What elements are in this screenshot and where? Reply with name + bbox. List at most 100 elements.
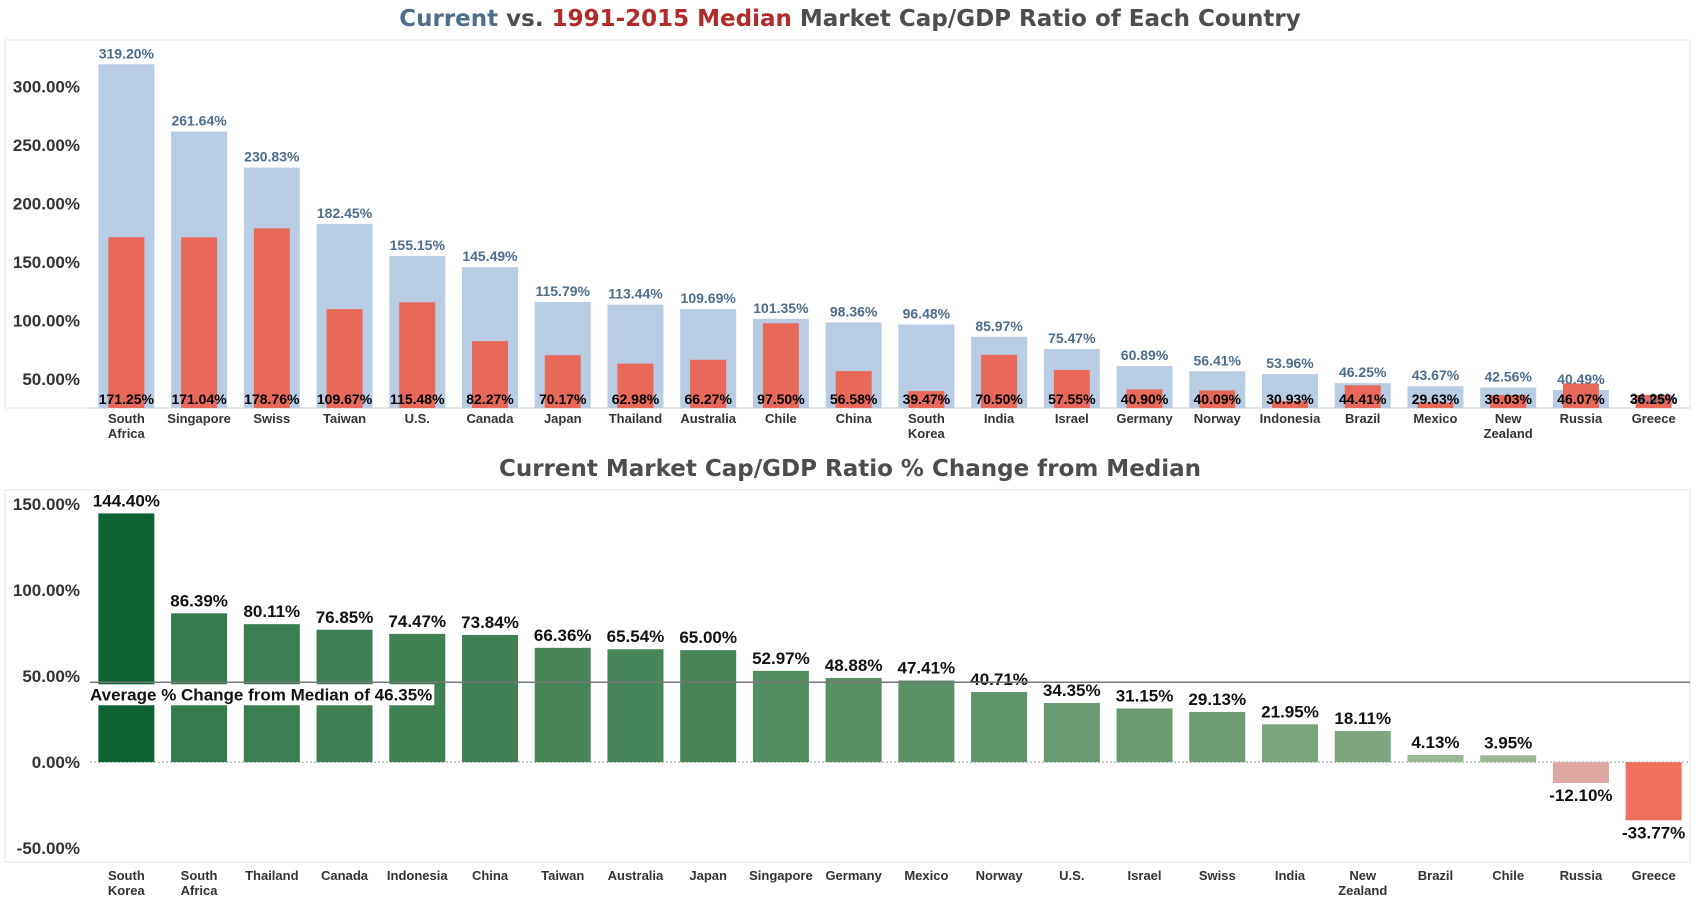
- median-value-label-germany: 40.90%: [1121, 391, 1169, 407]
- category-label-thailand: Thailand: [609, 411, 663, 426]
- median-value-label-russia: 46.07%: [1557, 391, 1605, 407]
- median-bar-japan: [544, 355, 581, 408]
- y-tick-label: 50.00%: [22, 370, 80, 389]
- change-value-label-south-africa: 86.39%: [170, 591, 228, 610]
- title-median-word: 1991-2015 Median: [551, 6, 792, 32]
- median-bar-china: [835, 371, 872, 408]
- change-value-label-norway: 40.71%: [970, 670, 1028, 689]
- median-value-label-japan: 70.17%: [539, 391, 587, 407]
- y-tick-label: 150.00%: [13, 495, 80, 514]
- change-bar-mexico: [898, 680, 955, 763]
- category-label-germany: Germany: [825, 868, 882, 883]
- median-bar-india: [981, 354, 1018, 408]
- category-label-new-zealand: New: [1349, 868, 1377, 883]
- median-value-label-china: 56.58%: [830, 391, 878, 407]
- current-value-label-japan: 115.79%: [535, 283, 590, 299]
- y-tick-label: 300.00%: [13, 78, 80, 97]
- change-bar-chart: -50.00% 0.00% 50.00% 100.00% 150.00% 144.40% S…: [4, 489, 1691, 898]
- median-value-label-chile: 97.50%: [757, 391, 805, 407]
- change-bar-australia: [607, 649, 664, 763]
- change-value-label-taiwan: 66.36%: [534, 626, 592, 645]
- category-label-israel: Israel: [1128, 868, 1162, 883]
- y-tick-label: 250.00%: [13, 136, 80, 155]
- change-bar-swiss: [1189, 711, 1246, 763]
- median-bar-new-zealand: [1490, 395, 1527, 408]
- category-label-taiwan: Taiwan: [323, 411, 366, 426]
- category-label-russia: Russia: [1560, 868, 1603, 883]
- category-label-brazil: Brazil: [1418, 868, 1453, 883]
- category-label-thailand: Thailand: [245, 868, 299, 883]
- change-value-label-singapore: 52.97%: [752, 649, 810, 668]
- current-value-label-norway: 56.41%: [1194, 352, 1242, 368]
- median-bar-germany: [1126, 389, 1163, 408]
- median-bar-canada: [472, 341, 508, 408]
- category-label-chile: Chile: [1492, 868, 1524, 883]
- current-value-label-taiwan: 182.45%: [317, 205, 373, 221]
- title-vs-word: vs.: [498, 6, 552, 32]
- average-reference-label-background: [88, 684, 435, 706]
- category-label-norway: Norway: [976, 868, 1024, 883]
- median-bar-israel: [1053, 369, 1090, 408]
- median-value-label-mexico: 29.63%: [1412, 391, 1460, 407]
- category-label-brazil: Brazil: [1345, 411, 1380, 426]
- change-bar-u-s: [1043, 702, 1100, 763]
- category-label-greece: Greece: [1632, 411, 1676, 426]
- median-bar-russia: [1562, 383, 1599, 408]
- median-bar-greece: [1635, 394, 1672, 408]
- category-label-china: China: [836, 411, 873, 426]
- change-value-label-russia: -12.10%: [1549, 786, 1612, 805]
- median-value-label-indonesia: 30.93%: [1266, 391, 1314, 407]
- category-label-mexico: Mexico: [904, 868, 948, 883]
- median-bar-mexico: [1417, 402, 1454, 408]
- median-bar-indonesia: [1272, 401, 1308, 408]
- current-value-label-russia: 40.49%: [1557, 371, 1605, 387]
- change-bar-norway: [971, 691, 1028, 763]
- current-value-label-china: 98.36%: [830, 303, 878, 319]
- comparison-bar-chart: 50.00% 100.00% 150.00% 200.00% 250.00% 300.00…: [4, 39, 1691, 441]
- current-value-label-singapore: 261.64%: [171, 113, 227, 129]
- category-label-china: China: [472, 868, 509, 883]
- category-label-south-africa: South: [108, 411, 145, 426]
- category-label-india: India: [1275, 868, 1306, 883]
- current-value-label-israel: 75.47%: [1048, 330, 1096, 346]
- median-bar-south-korea: [908, 391, 945, 408]
- category-label-canada: Canada: [321, 868, 369, 883]
- category-label-japan: Japan: [689, 868, 727, 883]
- median-value-label-singapore: 171.04%: [171, 391, 227, 407]
- change-value-label-indonesia: 74.47%: [388, 612, 446, 631]
- current-value-label-india: 85.97%: [975, 318, 1023, 334]
- y-tick-label: 100.00%: [13, 311, 80, 330]
- category-label-new-zealand: Zealand: [1338, 883, 1387, 898]
- category-label-singapore: Singapore: [167, 411, 231, 426]
- category-label-indonesia: Indonesia: [387, 868, 448, 883]
- category-label-canada: Canada: [467, 411, 515, 426]
- current-value-label-germany: 60.89%: [1121, 347, 1169, 363]
- median-value-label-new-zealand: 36.03%: [1484, 391, 1532, 407]
- change-bar-india: [1262, 724, 1318, 763]
- median-value-label-australia: 66.27%: [684, 391, 732, 407]
- category-label-india: India: [984, 411, 1015, 426]
- category-label-australia: Australia: [608, 868, 664, 883]
- median-bar-south-africa: [108, 237, 145, 408]
- category-label-new-zealand: Zealand: [1484, 426, 1533, 441]
- current-value-label-chile: 101.35%: [753, 300, 809, 316]
- current-value-label-south-africa: 319.20%: [99, 45, 155, 61]
- median-value-label-india: 70.50%: [975, 391, 1023, 407]
- change-value-label-china: 73.84%: [461, 613, 519, 632]
- category-label-u-s: U.S.: [405, 411, 430, 426]
- category-label-russia: Russia: [1560, 411, 1603, 426]
- category-label-greece: Greece: [1632, 868, 1676, 883]
- change-bar-taiwan: [534, 647, 591, 763]
- change-value-label-canada: 76.85%: [316, 608, 374, 627]
- change-bar-brazil: [1407, 754, 1464, 763]
- category-label-indonesia: Indonesia: [1260, 411, 1321, 426]
- bottom-chart-title: Current Market Cap/GDP Ratio % Change fr…: [498, 456, 1202, 482]
- title-rest: Market Cap/GDP Ratio of Each Country: [791, 6, 1301, 32]
- median-value-label-canada: 82.27%: [466, 391, 514, 407]
- top-chart-title: Current vs. 1991-2015 Median Market Cap/…: [0, 6, 1700, 32]
- median-value-label-south-korea: 39.47%: [903, 391, 951, 407]
- category-label-chile: Chile: [765, 411, 797, 426]
- current-value-label-u-s: 155.15%: [390, 237, 446, 253]
- change-value-label-brazil: 4.13%: [1411, 733, 1459, 752]
- y-tick-label: 50.00%: [22, 667, 80, 686]
